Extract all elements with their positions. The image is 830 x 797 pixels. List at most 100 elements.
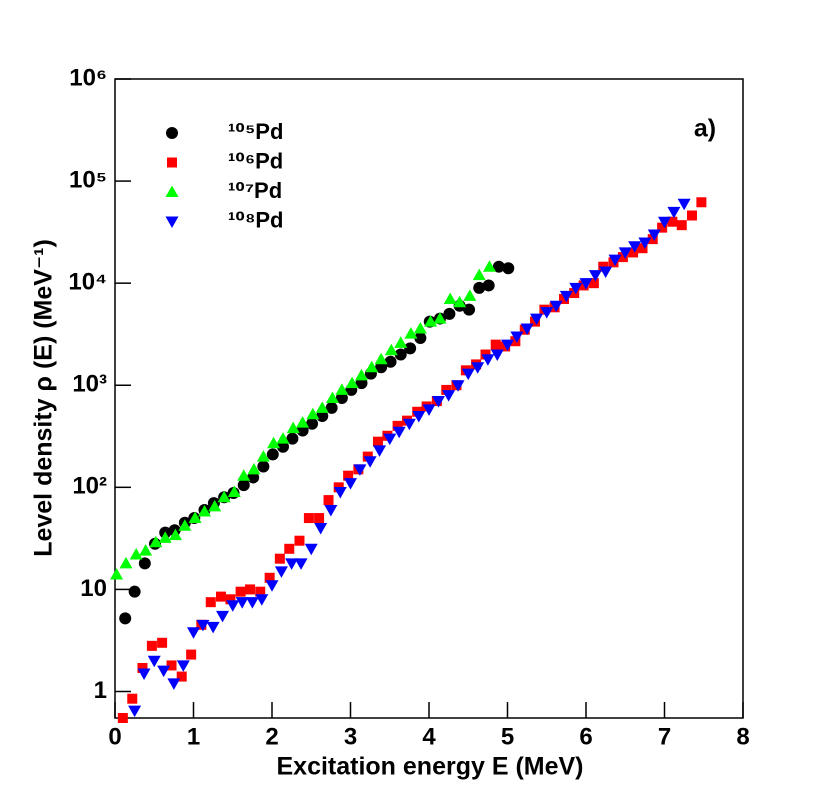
point [490, 339, 501, 350]
point [257, 460, 270, 473]
point [492, 260, 505, 273]
point [314, 513, 325, 524]
point [255, 586, 266, 597]
point [451, 380, 465, 392]
point [267, 436, 281, 449]
point [168, 528, 182, 541]
x-tick-label: 1 [187, 723, 200, 750]
point [117, 713, 128, 723]
y-tick-label: 10⁵ [69, 166, 107, 193]
point [165, 216, 179, 228]
point [443, 307, 456, 320]
point [266, 448, 279, 461]
point [197, 504, 211, 517]
point [127, 693, 138, 704]
point [374, 352, 388, 365]
point [335, 392, 348, 405]
point [216, 610, 230, 623]
point [676, 220, 687, 231]
x-tick-label: 2 [265, 723, 278, 750]
point [588, 278, 599, 289]
point [696, 197, 707, 208]
point [588, 270, 602, 282]
point [284, 543, 295, 554]
point [443, 292, 457, 304]
point [657, 222, 668, 233]
point [276, 432, 290, 444]
point [149, 535, 163, 548]
point [296, 416, 310, 428]
point [178, 519, 192, 531]
point [433, 312, 447, 324]
point [461, 368, 475, 381]
point [599, 266, 613, 279]
point [167, 157, 177, 168]
y-tick-label: 10⁶ [69, 64, 107, 91]
point [540, 307, 554, 319]
x-tick-label: 3 [344, 723, 357, 750]
point [617, 252, 628, 263]
point [306, 417, 319, 430]
point [353, 464, 367, 476]
point [187, 627, 200, 639]
point [208, 499, 222, 512]
point [119, 556, 133, 569]
point [628, 241, 642, 253]
point [225, 594, 236, 605]
point [235, 597, 249, 609]
point [667, 216, 678, 227]
y-tick-label: 10 [80, 575, 107, 602]
point [215, 591, 226, 602]
point [206, 621, 220, 634]
y-tick-label: 10³ [72, 371, 107, 398]
point [138, 557, 151, 570]
point [158, 531, 172, 543]
point [667, 206, 681, 219]
point [196, 619, 210, 632]
point [392, 426, 406, 439]
point [579, 278, 593, 290]
point [431, 396, 445, 408]
point [157, 665, 171, 678]
point [256, 450, 270, 462]
point [520, 323, 534, 335]
legend-label: ¹⁰⁶Pd [228, 148, 283, 173]
point [463, 303, 476, 316]
point [265, 580, 279, 592]
point [569, 282, 583, 295]
point [186, 649, 197, 660]
point [205, 597, 216, 608]
point [323, 495, 334, 506]
point [306, 407, 320, 420]
point [316, 409, 329, 422]
point [384, 343, 398, 356]
point [304, 543, 318, 556]
point [394, 348, 407, 361]
point [384, 355, 397, 368]
y-tick-label: 1 [94, 677, 107, 704]
point [139, 544, 153, 556]
point [424, 315, 438, 327]
point [157, 637, 168, 648]
point [245, 597, 259, 609]
point [677, 198, 691, 211]
point [442, 390, 456, 402]
point [147, 655, 161, 668]
point [294, 535, 305, 546]
point [314, 522, 328, 535]
x-tick-label: 5 [501, 723, 514, 750]
point [176, 660, 190, 672]
point [372, 436, 383, 447]
x-tick-label: 6 [579, 723, 592, 750]
point [637, 243, 648, 254]
point [647, 234, 658, 245]
point [146, 640, 157, 651]
point [412, 410, 426, 423]
point [473, 281, 486, 294]
point [559, 290, 573, 303]
legend-label: ¹⁰⁵Pd [228, 119, 283, 144]
x-tick-label: 4 [422, 723, 436, 750]
point [325, 401, 338, 414]
point [441, 384, 452, 395]
